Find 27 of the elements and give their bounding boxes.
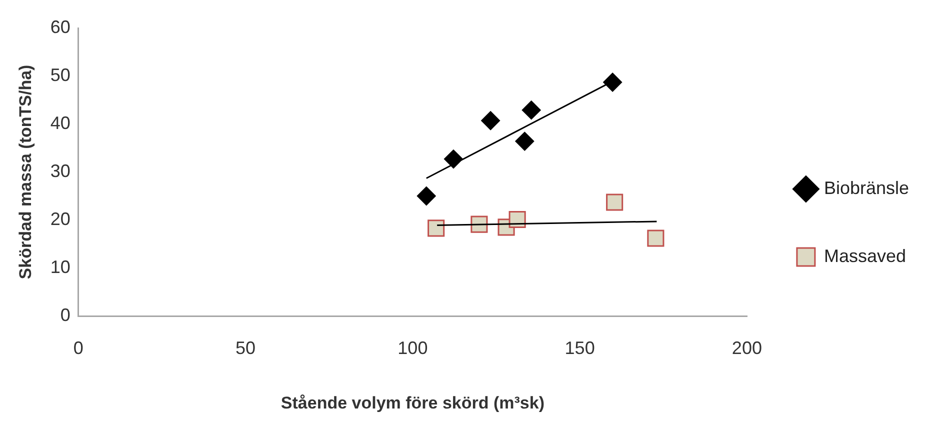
point — [428, 220, 445, 237]
point — [508, 210, 526, 228]
y-axis-title: Skördad massa (tonTS/ha) — [16, 64, 35, 280]
x-tick-label: 200 — [732, 338, 762, 358]
y-tick-label: 30 — [50, 160, 70, 181]
point — [603, 72, 622, 92]
point — [522, 100, 541, 120]
x-tick-label: 100 — [398, 338, 428, 358]
y-tick-label: 60 — [50, 16, 70, 37]
legend-label: Massaved — [824, 246, 906, 266]
x-tick-label: 0 — [73, 338, 84, 358]
y-tick-label: 40 — [50, 112, 70, 133]
y-tick-label: 10 — [50, 256, 70, 277]
y-tick-label: 0 — [60, 304, 70, 325]
point — [647, 230, 664, 247]
point — [416, 186, 436, 206]
point — [606, 194, 624, 211]
x-tick-label: 50 — [236, 338, 256, 358]
y-tick-label: 50 — [50, 64, 70, 85]
point — [470, 216, 488, 233]
x-axis-title: Stående volym före skörd (m³sk) — [280, 393, 544, 412]
y-tick-label: 20 — [50, 208, 70, 229]
x-tick-label: 150 — [564, 338, 595, 358]
point — [444, 150, 463, 169]
legend-label: Biobränsle — [824, 178, 910, 198]
point — [481, 111, 500, 130]
point — [515, 132, 534, 151]
